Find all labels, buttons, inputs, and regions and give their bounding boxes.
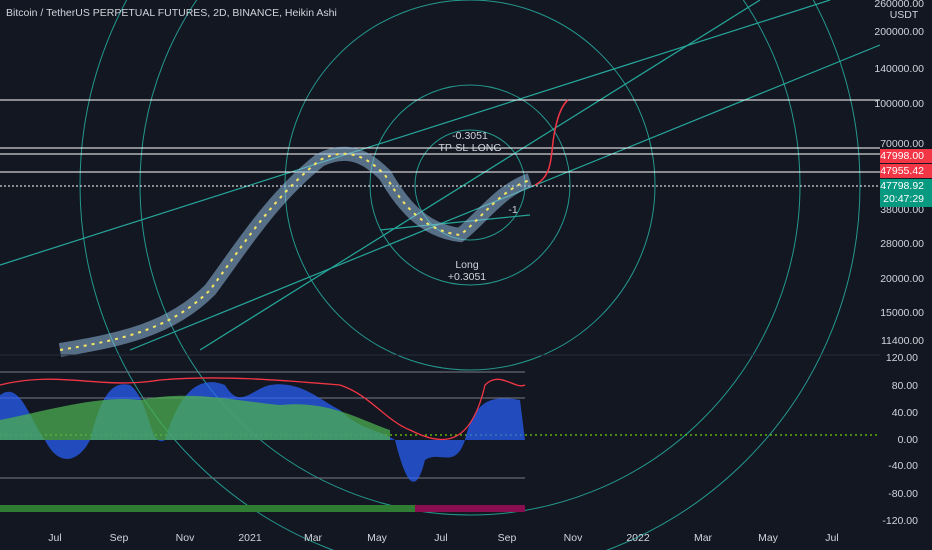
price-label: 200000.00: [874, 26, 924, 38]
horizontal-levels: [0, 99, 880, 187]
price-tag-label: 47955.42: [880, 165, 924, 177]
annotation: TP-SL-LONG: [438, 142, 501, 154]
price-tag: [880, 164, 932, 178]
oscillator-label: 0.00: [898, 434, 919, 446]
price-label: 100000.00: [874, 98, 924, 110]
time-label: May: [758, 532, 779, 544]
oscillator-label: -120.00: [882, 515, 918, 527]
oscillator-label: -80.00: [888, 488, 918, 500]
price-label: 28000.00: [880, 238, 924, 250]
price-tag-label: 47998.00: [880, 150, 924, 162]
time-label: 2021: [238, 532, 262, 544]
time-label: Nov: [564, 532, 583, 544]
price-label: 15000.00: [880, 307, 924, 319]
annotation: -0.3051: [452, 130, 488, 142]
oscillator-label: -40.00: [888, 460, 918, 472]
time-label: Jul: [48, 532, 61, 544]
price-label: 11400.00: [881, 335, 924, 347]
price-tag: [880, 179, 932, 207]
oscillator-green: [0, 395, 390, 440]
annotation: +0.3051: [448, 271, 486, 283]
projection-arrow: [534, 99, 569, 186]
oscillator-label: 80.00: [892, 380, 918, 392]
time-label: 2022: [626, 532, 650, 544]
time-label: Sep: [498, 532, 517, 544]
currency-label: USDT: [890, 9, 919, 21]
time-label: Mar: [694, 532, 713, 544]
chart-title: Bitcoin / TetherUS PERPETUAL FUTURES, 2D…: [6, 7, 337, 19]
price-markers: [59, 152, 531, 351]
status-bar-red: [415, 505, 525, 512]
time-label: Jul: [825, 532, 838, 544]
oscillator-label: 120.00: [886, 352, 918, 364]
annotation: -1: [508, 204, 517, 216]
price-label: 140000.00: [874, 63, 924, 75]
annotation: Long: [455, 259, 479, 271]
price-label: 20000.00: [880, 273, 924, 285]
oscillator-red-line: [0, 377, 526, 441]
price-tag: [880, 149, 932, 163]
time-label: Jul: [434, 532, 447, 544]
status-bar-green: [0, 505, 415, 512]
price-label: 260000.00: [874, 0, 924, 10]
countdown: 20:47:29: [883, 193, 924, 205]
time-label: Sep: [110, 532, 129, 544]
price-label: 70000.00: [880, 138, 924, 150]
time-label: May: [367, 532, 388, 544]
price-tag-label: 47798.92: [880, 180, 924, 192]
time-label: Nov: [176, 532, 195, 544]
oscillator-label: 40.00: [892, 407, 918, 419]
time-label: Mar: [304, 532, 323, 544]
